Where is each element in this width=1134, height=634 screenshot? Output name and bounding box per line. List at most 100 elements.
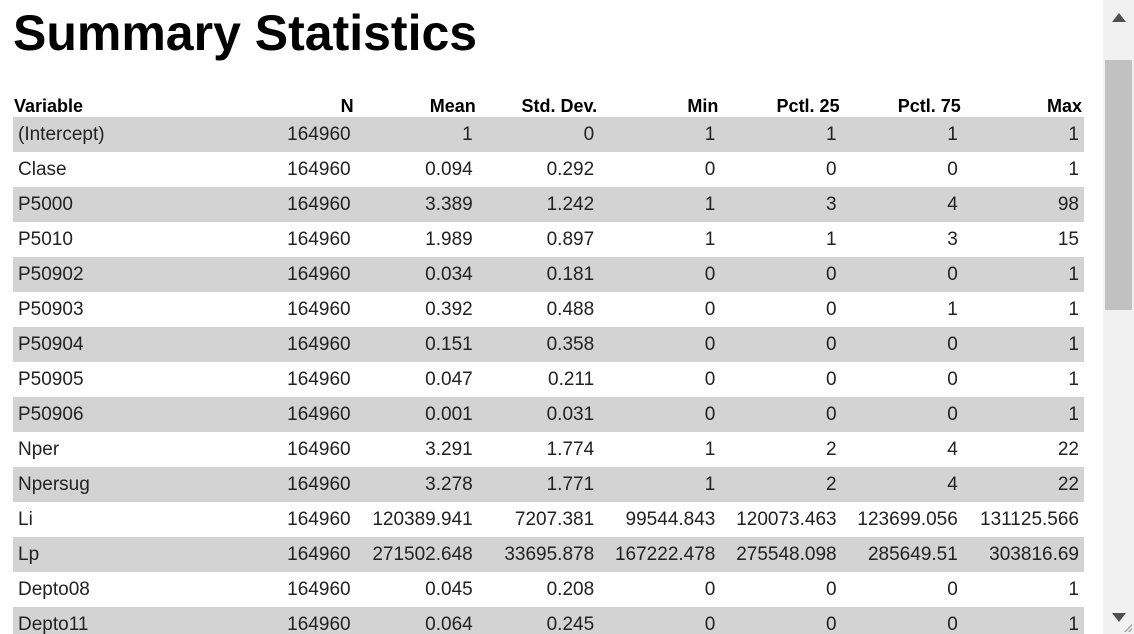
cell-max: 131125.566 (980, 508, 1079, 530)
cell-min: 1 (599, 187, 721, 222)
cell-min: 0 (599, 397, 721, 432)
cell-max: 1 (1068, 368, 1079, 390)
header-mean: Mean (429, 96, 476, 116)
cell-std-dev: 0.031 (477, 397, 600, 432)
triangle-down-icon (1111, 612, 1126, 622)
cell-max: 1 (1068, 578, 1079, 600)
cell-pctl-75: 0 (841, 327, 963, 362)
cell-std-dev: 1.242 (477, 187, 600, 222)
cell-std-dev: 33695.878 (477, 537, 600, 572)
cell-pctl-75: 1 (947, 298, 958, 320)
cell-variable: Nper (18, 438, 60, 460)
cell-pctl-75: 0 (947, 368, 958, 390)
cell-max: 22 (1057, 438, 1079, 460)
scroll-thumb[interactable] (1105, 60, 1132, 310)
header-min: Min (687, 96, 719, 116)
cell-variable: P5000 (13, 187, 186, 222)
table-row: P50905 164960 0.047 0.211 0 0 0 1 (13, 362, 1084, 397)
cell-max: 1 (962, 607, 1084, 634)
table-row: P50902 164960 0.034 0.181 0 0 0 1 (13, 257, 1084, 292)
table-row: Nper 164960 3.291 1.774 1 2 4 22 (13, 432, 1084, 467)
table-row: Depto11 164960 0.064 0.245 0 0 0 1 (13, 607, 1084, 634)
cell-pctl-25: 0 (720, 257, 842, 292)
cell-variable: Li (18, 508, 33, 530)
cell-n: 164960 (287, 438, 351, 460)
table-row: Depto08 164960 0.045 0.208 0 0 0 1 (13, 572, 1084, 607)
scroll-down-button[interactable] (1103, 600, 1134, 634)
cell-n: 164960 (287, 298, 351, 320)
document-viewport: Summary Statistics Variable N Mean Std. … (13, 5, 1084, 634)
cell-pctl-75: 285649.51 (841, 537, 963, 572)
cell-min: 167222.478 (599, 537, 721, 572)
cell-pctl-75: 4 (947, 438, 958, 460)
cell-n: 164960 (185, 257, 356, 292)
cell-max: 1 (1068, 158, 1079, 180)
cell-min: 0 (599, 327, 721, 362)
cell-min: 1 (704, 228, 716, 250)
cell-n: 164960 (287, 368, 351, 390)
cell-pctl-25: 2 (720, 467, 842, 502)
cell-mean: 0.392 (425, 298, 473, 320)
cell-mean: 0.094 (425, 158, 473, 180)
summary-statistics-table: Variable N Mean Std. Dev. Min Pctl. 25 P… (13, 90, 1084, 634)
cell-pctl-25: 0 (720, 607, 842, 634)
table-body: (Intercept) 164960 1 0 1 1 1 1 Clase 164960 0.094 0… (13, 117, 1084, 634)
vertical-scrollbar[interactable] (1103, 0, 1134, 634)
cell-min: 1 (599, 117, 721, 152)
cell-std-dev: 0.181 (477, 257, 600, 292)
cell-std-dev: 0.897 (546, 228, 595, 250)
cell-pctl-75: 0 (841, 397, 963, 432)
cell-pctl-25: 0 (826, 578, 837, 600)
table-row: Clase 164960 0.094 0.292 0 0 0 1 (13, 152, 1084, 187)
cell-min: 0 (704, 578, 716, 600)
cell-n: 164960 (287, 228, 351, 250)
cell-min: 99544.843 (625, 508, 716, 530)
cell-mean: 3.278 (355, 467, 478, 502)
cell-n: 164960 (287, 158, 351, 180)
cell-pctl-25: 275548.098 (720, 537, 842, 572)
table-row: Npersug 164960 3.278 1.771 1 2 4 22 (13, 467, 1084, 502)
cell-n: 164960 (287, 578, 351, 600)
cell-n: 164960 (185, 327, 356, 362)
cell-mean: 1 (355, 117, 478, 152)
cell-variable: Lp (13, 537, 186, 572)
cell-min: 1 (599, 467, 721, 502)
cell-n: 164960 (185, 537, 356, 572)
cell-variable: Clase (18, 158, 67, 180)
cell-min: 0 (704, 368, 716, 390)
cell-std-dev: 0.358 (477, 327, 600, 362)
cell-mean: 0.047 (425, 368, 473, 390)
cell-variable: (Intercept) (13, 117, 186, 152)
cell-mean: 0.045 (425, 578, 473, 600)
cell-max: 22 (962, 467, 1084, 502)
cell-n: 164960 (287, 508, 351, 530)
cell-pctl-75: 4 (841, 187, 963, 222)
cell-max: 1 (962, 117, 1084, 152)
cell-std-dev: 1.774 (546, 438, 595, 460)
cell-max: 15 (1057, 228, 1079, 250)
cell-variable: Npersug (13, 467, 186, 502)
cell-mean: 0.064 (355, 607, 478, 634)
cell-mean: 0.001 (355, 397, 478, 432)
cell-pctl-25: 0 (826, 298, 837, 320)
cell-pctl-75: 1 (841, 117, 963, 152)
cell-max: 98 (962, 187, 1084, 222)
cell-pctl-25: 1 (826, 228, 837, 250)
header-max: Max (1046, 96, 1082, 116)
scroll-up-button[interactable] (1103, 0, 1134, 34)
cell-variable: Depto11 (13, 607, 186, 634)
table-row: P5010 164960 1.989 0.897 1 1 3 15 (13, 222, 1084, 257)
cell-pctl-25: 0 (720, 327, 842, 362)
cell-std-dev: 0.208 (546, 578, 595, 600)
cell-max: 1 (962, 397, 1084, 432)
cell-pctl-75: 123699.056 (857, 508, 958, 530)
cell-max: 1 (962, 327, 1084, 362)
cell-variable: P5010 (18, 228, 73, 250)
resize-grip-icon[interactable] (1122, 622, 1132, 632)
cell-std-dev: 0.245 (477, 607, 600, 634)
cell-max: 303816.69 (962, 537, 1084, 572)
cell-n: 164960 (185, 187, 356, 222)
cell-pctl-75: 3 (947, 228, 958, 250)
cell-min: 0 (599, 257, 721, 292)
triangle-up-icon (1111, 12, 1126, 22)
